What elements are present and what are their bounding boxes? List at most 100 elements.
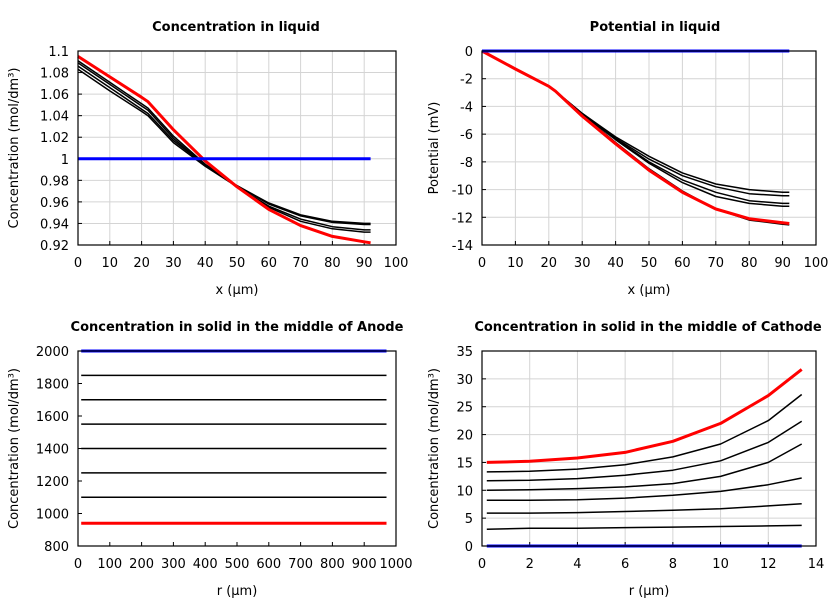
series-line-2 — [77, 62, 371, 226]
y-tick-label: 0.96 — [40, 196, 69, 211]
series-line-4 — [77, 68, 371, 233]
x-tick-label: 50 — [229, 256, 246, 271]
y-axis-label: Potential (mV) — [427, 102, 442, 195]
plot-frame — [481, 350, 817, 547]
y-tick-label: 15 — [456, 456, 473, 471]
x-tick-label: 90 — [356, 256, 373, 271]
y-tick-label: 0.98 — [40, 174, 69, 189]
x-axis-label: r (µm) — [629, 584, 670, 599]
y-tick-label: 35 — [456, 345, 473, 360]
y-tick-label: 1000 — [36, 508, 69, 523]
plot-frame — [481, 50, 817, 246]
y-tick-label: 25 — [456, 401, 473, 416]
x-tick-label: 80 — [741, 256, 758, 271]
y-tick-label: -2 — [460, 73, 473, 88]
x-tick-label: 0 — [74, 557, 82, 572]
x-tick-label: 200 — [129, 557, 154, 572]
y-axis-label: Concentration (mol/dm³) — [7, 368, 22, 529]
x-tick-label: 20 — [133, 256, 150, 271]
x-tick-label: 8 — [669, 557, 677, 572]
x-tick-label: 100 — [97, 557, 122, 572]
subplot-2: 0 10 20 30 40 50 60 70 80 90 100 -14 -12 -10 -8 -6 -4 -2 0… — [427, 20, 828, 298]
series-line-5 — [77, 55, 371, 245]
x-tick-label: 10 — [712, 557, 729, 572]
subplot-1: 0 10 20 30 40 50 60 70 80 90 100 0.92 0.94 0.96 0.98 1 1… — [7, 20, 408, 298]
y-axis-label: Concentration (mol/dm³) — [427, 368, 442, 529]
y-tick-label: -10 — [452, 184, 473, 199]
y-tick-label: 2000 — [36, 345, 69, 360]
series-line-6 — [486, 524, 802, 531]
series-line-5 — [481, 50, 790, 194]
series-line-2 — [486, 420, 803, 482]
x-tick-label: 60 — [261, 256, 278, 271]
chart-title: Concentration in liquid — [152, 20, 320, 35]
series-line-6 — [481, 49, 790, 225]
plot-frame — [77, 50, 397, 246]
x-tick-label: 0 — [74, 256, 82, 271]
y-tick-label: 800 — [44, 540, 69, 555]
series-line-3 — [481, 50, 790, 205]
x-axis-label: r (µm) — [217, 584, 258, 599]
y-tick-label: -12 — [452, 211, 473, 226]
x-tick-label: 6 — [621, 557, 629, 572]
x-axis-label: x (µm) — [628, 283, 671, 298]
x-tick-label: 700 — [288, 557, 313, 572]
x-tick-label: 400 — [193, 557, 218, 572]
y-axis-label: Concentration (mol/dm³) — [7, 68, 22, 229]
x-tick-label: 0 — [478, 256, 486, 271]
series-line-4 — [481, 50, 790, 197]
x-tick-label: 600 — [256, 557, 281, 572]
plot-frame — [77, 350, 397, 547]
x-tick-label: 100 — [384, 256, 409, 271]
y-tick-label: 1.04 — [40, 110, 69, 125]
y-tick-label: 1200 — [36, 475, 69, 490]
x-tick-label: 10 — [507, 256, 524, 271]
x-tick-label: 10 — [102, 256, 119, 271]
chart-title: Concentration in solid in the middle of … — [71, 320, 404, 335]
y-tick-label: 30 — [456, 373, 473, 388]
x-tick-label: 1000 — [379, 557, 412, 572]
x-tick-label: 20 — [541, 256, 558, 271]
y-tick-label: 0.92 — [40, 239, 69, 254]
y-tick-label: -4 — [460, 100, 473, 115]
series-line-5 — [486, 502, 802, 514]
x-tick-label: 70 — [292, 256, 309, 271]
chart-title: Potential in liquid — [590, 20, 721, 35]
y-tick-label: 1400 — [36, 443, 69, 458]
subplot-3: 0 100 200 300 400 500 600 700 800 900 100080010001… — [7, 320, 413, 599]
y-tick-label: 5 — [465, 512, 473, 527]
x-tick-label: 30 — [165, 256, 182, 271]
y-tick-label: 0 — [465, 45, 473, 60]
x-tick-label: 70 — [708, 256, 725, 271]
y-tick-label: 1.02 — [40, 131, 69, 146]
chart-title: Concentration in solid in the middle of … — [474, 320, 822, 335]
y-tick-label: -6 — [460, 128, 473, 143]
x-tick-label: 40 — [607, 256, 624, 271]
x-tick-label: 2 — [526, 557, 534, 572]
y-tick-label: -8 — [460, 156, 473, 171]
y-tick-label: 1800 — [36, 378, 69, 393]
x-tick-label: 80 — [324, 256, 341, 271]
x-tick-label: 30 — [574, 256, 591, 271]
y-tick-label: 1 — [61, 153, 69, 168]
y-tick-label: -14 — [452, 239, 473, 254]
y-tick-label: 1.06 — [40, 88, 69, 103]
x-tick-label: 50 — [641, 256, 658, 271]
x-tick-label: 0 — [478, 557, 486, 572]
y-tick-label: 0 — [465, 540, 473, 555]
series-line-3 — [486, 443, 803, 492]
x-tick-label: 12 — [760, 557, 777, 572]
x-tick-label: 40 — [197, 256, 214, 271]
series-line-7 — [486, 368, 803, 464]
series-line-1 — [486, 393, 803, 473]
y-tick-label: 20 — [456, 429, 473, 444]
x-tick-label: 800 — [320, 557, 345, 572]
x-tick-label: 60 — [674, 256, 691, 271]
series-line-4 — [486, 477, 802, 502]
x-tick-label: 300 — [161, 557, 186, 572]
y-tick-label: 1600 — [36, 410, 69, 425]
x-tick-label: 100 — [804, 256, 829, 271]
x-tick-label: 4 — [573, 557, 581, 572]
